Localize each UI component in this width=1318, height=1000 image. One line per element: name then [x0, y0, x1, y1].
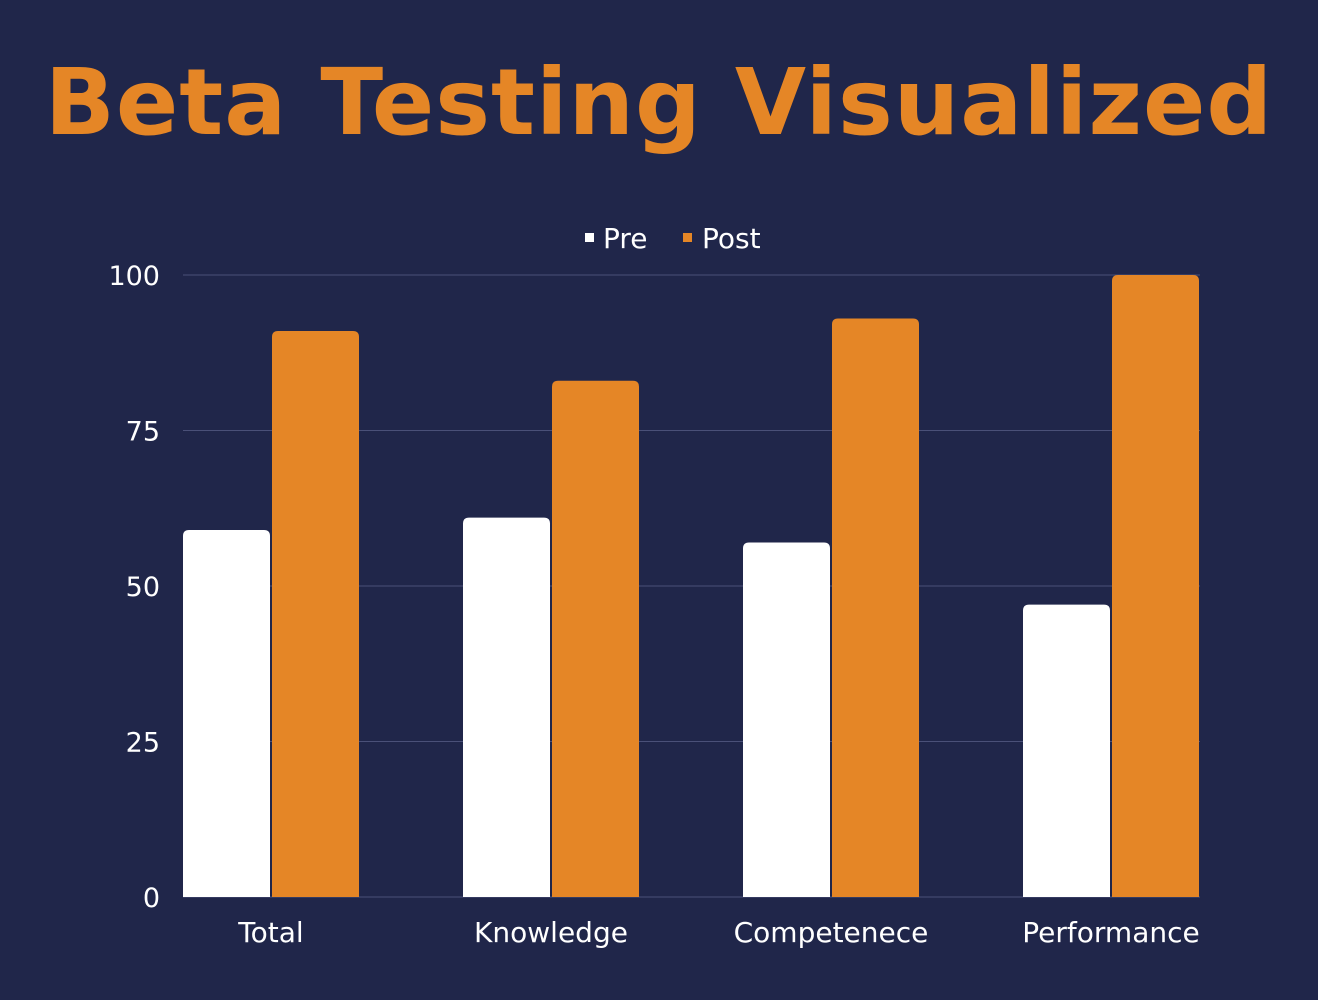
legend: Pre Post [585, 222, 761, 255]
x-category-label: Knowledge [474, 916, 628, 949]
chart-title: Beta Testing Visualized [44, 49, 1274, 156]
y-tick-label: 25 [126, 728, 160, 759]
y-tick-label: 50 [126, 572, 160, 603]
bar-post-performance [1112, 275, 1199, 897]
legend-swatch-post [683, 233, 692, 242]
bars [183, 275, 1199, 898]
x-category-label: Total [237, 916, 303, 949]
bar-pre-performance [1023, 604, 1110, 897]
legend-label-post: Post [702, 222, 761, 255]
bar-pre-competenece [743, 542, 830, 897]
bar-post-total [272, 330, 359, 898]
x-category-label: Competenece [734, 916, 929, 949]
bar-pre-knowledge [463, 517, 550, 897]
legend-label-pre: Pre [603, 222, 648, 255]
legend-swatch-pre [585, 233, 594, 242]
y-tick-label: 75 [126, 417, 160, 448]
bar-post-competenece [832, 318, 919, 897]
y-tick-label: 0 [143, 883, 160, 914]
bar-pre-total [183, 530, 270, 897]
y-tick-label: 100 [108, 261, 160, 292]
x-category-label: Performance [1022, 916, 1199, 949]
x-axis-labels: Total Knowledge Competenece Performance [237, 916, 1199, 949]
bar-post-knowledge [552, 380, 639, 897]
y-axis-ticks: 0 25 50 75 100 [108, 261, 160, 914]
